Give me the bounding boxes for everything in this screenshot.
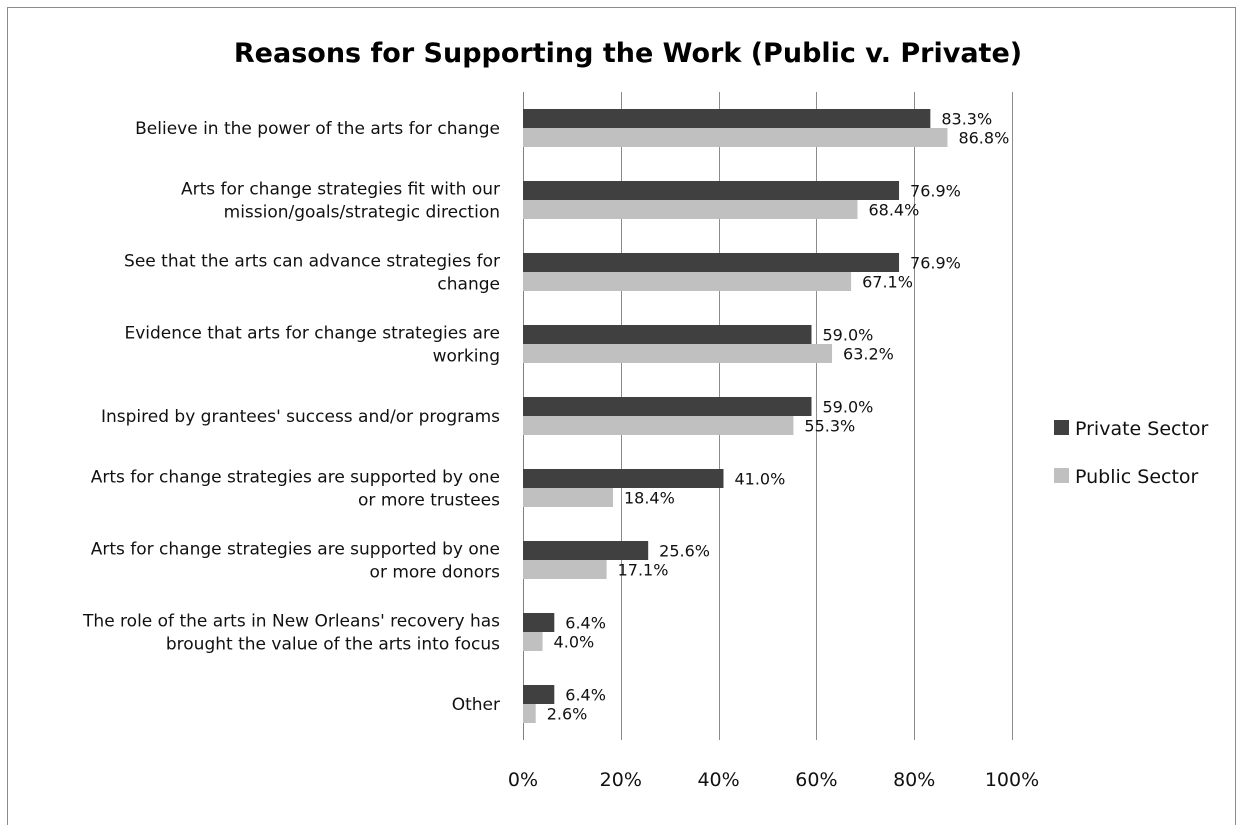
legend-label: Public Sector: [1075, 466, 1199, 488]
bar-public-sector: [523, 344, 833, 363]
bar-private-sector: [523, 685, 555, 704]
data-label: 41.0%: [734, 470, 785, 489]
data-label: 76.9%: [910, 182, 961, 201]
legend-swatch: [1054, 420, 1069, 435]
category-label: Arts for change strategies fit with our: [181, 180, 500, 200]
legend: Private Sector Public Sector: [1054, 418, 1209, 488]
data-label: 86.8%: [958, 129, 1009, 148]
category-label: Believe in the power of the arts for cha…: [135, 119, 500, 139]
data-label: 55.3%: [804, 417, 855, 436]
bar-private-sector: [523, 253, 900, 272]
category-label: or more trustees: [358, 491, 500, 511]
category-label: mission/goals/strategic direction: [224, 203, 500, 223]
bar-public-sector: [523, 560, 607, 579]
category-label: Arts for change strategies are supported…: [91, 540, 500, 560]
category-label: brought the value of the arts into focus: [166, 635, 500, 655]
data-label: 76.9%: [910, 254, 961, 273]
bar-private-sector: [523, 397, 812, 416]
data-label: 67.1%: [862, 273, 913, 292]
bar-public-sector: [523, 704, 536, 723]
bar-public-sector: [523, 632, 543, 651]
bar-public-sector: [523, 128, 948, 147]
bar-public-sector: [523, 272, 852, 291]
data-label: 17.1%: [618, 561, 669, 580]
x-tick-label: 40%: [697, 769, 739, 791]
x-tick-label: 20%: [600, 769, 642, 791]
data-label: 59.0%: [823, 398, 874, 417]
x-tick-label: 100%: [985, 769, 1039, 791]
bar-public-sector: [523, 488, 613, 507]
data-label: 18.4%: [624, 489, 675, 508]
legend-label: Private Sector: [1075, 418, 1209, 440]
bar-private-sector: [523, 469, 724, 488]
chart-title: Reasons for Supporting the Work (Public …: [234, 38, 1022, 69]
category-label: working: [433, 347, 500, 367]
category-label: Evidence that arts for change strategies…: [124, 324, 500, 344]
data-label: 6.4%: [565, 686, 606, 705]
bar-public-sector: [523, 416, 794, 435]
data-label: 4.0%: [554, 633, 595, 652]
data-label: 63.2%: [843, 345, 894, 364]
legend-swatch: [1054, 468, 1069, 483]
data-label: 59.0%: [823, 326, 874, 345]
bar-public-sector: [523, 200, 858, 219]
data-label: 6.4%: [565, 614, 606, 633]
x-axis-ticks: 0% 20% 40% 60% 80% 100%: [508, 769, 1039, 791]
category-label: Inspired by grantees' success and/or pro…: [101, 407, 500, 427]
category-label: The role of the arts in New Orleans' rec…: [82, 612, 500, 632]
data-label: 68.4%: [868, 201, 919, 220]
x-tick-label: 60%: [795, 769, 837, 791]
category-label: See that the arts can advance strategies…: [124, 252, 500, 272]
category-label: Other: [452, 695, 500, 715]
bars: [523, 109, 948, 723]
x-tick-label: 80%: [893, 769, 935, 791]
data-label: 2.6%: [547, 705, 588, 724]
data-label: 25.6%: [659, 542, 710, 561]
bar-private-sector: [523, 613, 555, 632]
bar-private-sector: [523, 325, 812, 344]
category-label: or more donors: [370, 563, 501, 583]
category-label: change: [437, 275, 500, 295]
bar-private-sector: [523, 109, 931, 128]
bar-private-sector: [523, 181, 900, 200]
category-label: Arts for change strategies are supported…: [91, 468, 500, 488]
data-label: 83.3%: [941, 110, 992, 129]
category-labels: Believe in the power of the arts for cha…: [82, 119, 500, 715]
data-labels: 83.3%86.8%76.9%68.4%76.9%67.1%59.0%63.2%…: [547, 110, 1010, 724]
x-tick-label: 0%: [508, 769, 538, 791]
bar-private-sector: [523, 541, 649, 560]
